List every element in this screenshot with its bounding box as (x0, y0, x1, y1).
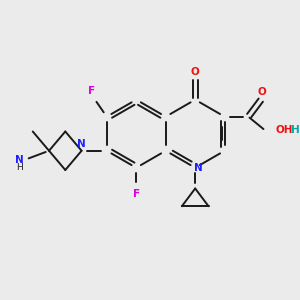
Text: H: H (291, 125, 300, 135)
Text: O: O (257, 87, 266, 98)
Text: F: F (133, 188, 140, 199)
Text: N: N (77, 139, 86, 149)
Text: F: F (88, 86, 95, 96)
Text: OH: OH (275, 125, 292, 135)
Text: N: N (15, 154, 24, 165)
Text: N: N (194, 163, 203, 173)
Text: O: O (191, 68, 200, 77)
Text: H: H (16, 164, 23, 172)
